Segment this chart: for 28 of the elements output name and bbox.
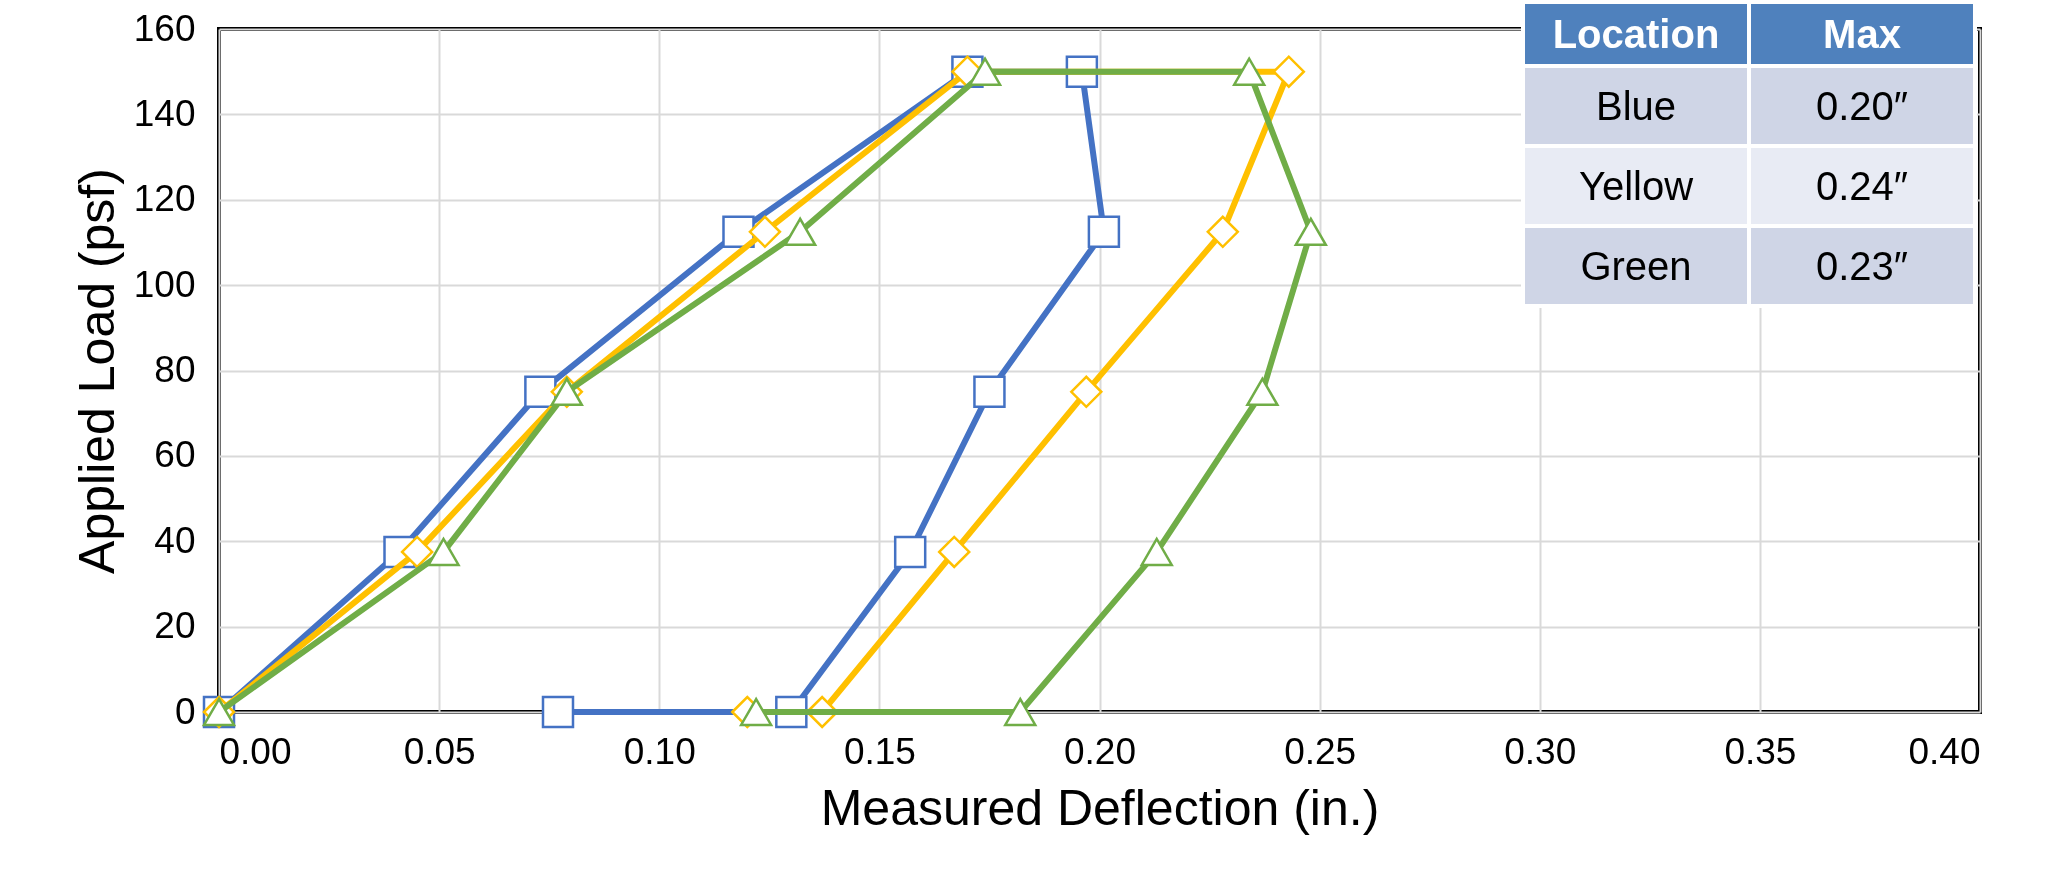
x-tick-label: 0.10: [623, 730, 696, 772]
annotation: Location: [1525, 4, 1747, 64]
x-tick-label: 0.40: [1908, 730, 1981, 772]
annotation: 0.20″: [1751, 68, 1973, 144]
x-tick-label: 0.20: [1063, 730, 1137, 772]
y-tick-label: 0: [174, 690, 196, 732]
x-tick-label: 0.00: [219, 730, 292, 772]
x-axis-title: Measured Deflection (in.): [820, 779, 1380, 836]
y-tick-label: 80: [154, 349, 196, 390]
y-tick-label: 20: [154, 605, 196, 647]
x-tick-label: 0.15: [843, 730, 916, 772]
y-tick-label: 160: [133, 7, 196, 49]
y-tick-label: 60: [154, 434, 196, 476]
y-tick-label: 100: [133, 263, 196, 305]
annotation: Blue: [1525, 68, 1747, 144]
y-tick-label: 40: [154, 519, 196, 561]
annotation: 0.23″: [1751, 228, 1973, 304]
x-tick-label: 0.05: [403, 730, 476, 772]
annotation: Green: [1525, 228, 1747, 304]
y-axis-title: Applied Load (psf): [68, 168, 125, 574]
y-tick-label: 140: [133, 92, 196, 134]
x-tick-label: 0.30: [1504, 730, 1577, 772]
x-tick-label: 0.25: [1284, 730, 1357, 772]
x-tick-label: 0.35: [1724, 730, 1797, 772]
y-tick-label: 120: [133, 178, 196, 220]
annotation: 0.24″: [1751, 148, 1973, 224]
annotation: Yellow: [1525, 148, 1747, 224]
annotation: Max: [1751, 4, 1973, 64]
